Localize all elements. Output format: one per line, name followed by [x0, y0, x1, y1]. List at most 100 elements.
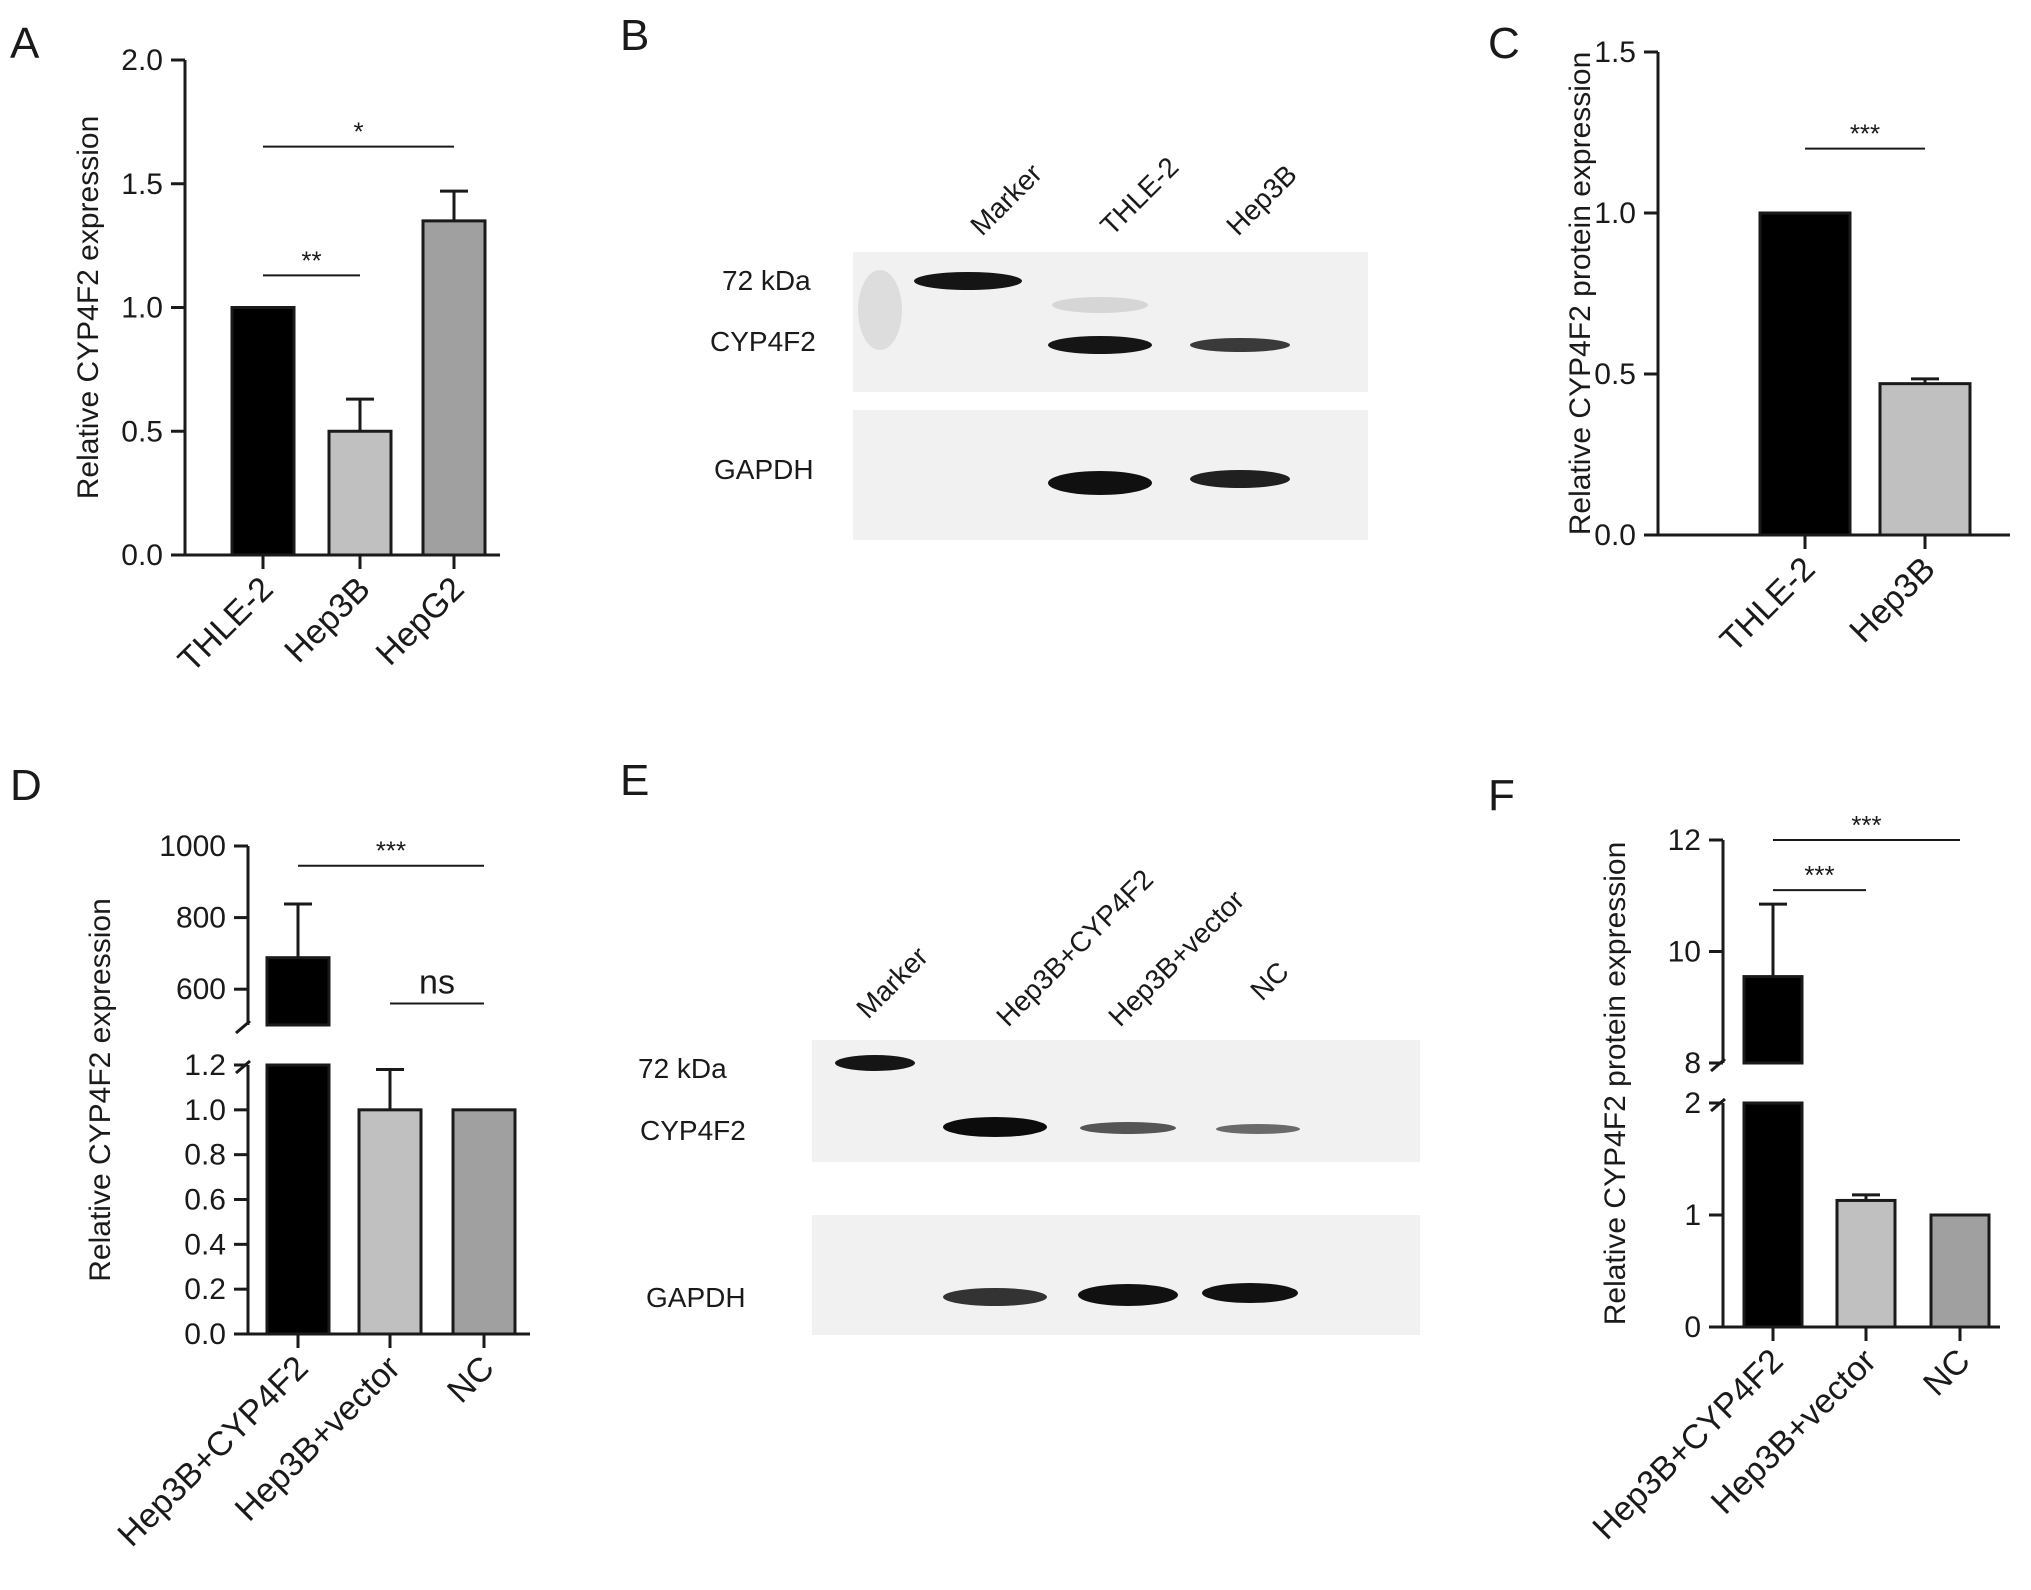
blot-e-band-gapdh-overexpr — [943, 1288, 1047, 1306]
chart-a-relative-expression: 0.00.51.01.52.0THLE-2Hep3BHepG2***Relati… — [72, 44, 500, 679]
chart-d-axis-break-mark — [235, 1059, 251, 1075]
panel-letter-b: B — [620, 11, 649, 60]
chart-d-y-tick-label: 1.2 — [184, 1049, 226, 1082]
blot-e-row-gapdh: GAPDH — [646, 1282, 746, 1313]
panel-letter-f: F — [1488, 771, 1515, 820]
chart-f-y-tick-label: 1 — [1684, 1199, 1701, 1232]
chart-f-axis-break-mark — [1710, 1057, 1726, 1073]
blot-e-band-gapdh-vector — [1078, 1284, 1178, 1306]
bar — [1742, 1101, 1804, 1329]
blot-b-smear — [858, 270, 902, 350]
chart-c-y-axis-label: Relative CYP4F2 protein expression — [1564, 52, 1597, 536]
chart-d-axis-break-mark — [235, 1019, 251, 1035]
chart-d-y-tick-label: 0.0 — [184, 1318, 226, 1351]
blot-b-band-marker — [914, 272, 1022, 290]
chart-a-y-tick-label: 0.0 — [121, 539, 163, 572]
blot-e-band-marker — [835, 1055, 915, 1071]
blot-e-marker-label: 72 kDa — [638, 1053, 727, 1084]
chart-c-y-tick-label: 1.5 — [1594, 36, 1636, 69]
chart-c-y-tick-label: 0.5 — [1594, 358, 1636, 391]
blot-b-row-gapdh: GAPDH — [714, 454, 814, 485]
chart-c-protein-expression: 0.0 0.5 1.0 1.5 THLE-2 Hep3B *** Relative CYP4F… — [1564, 36, 2010, 659]
chart-d-y-tick-label: 0.8 — [184, 1139, 226, 1172]
chart-a-y-tick-label: 1.5 — [121, 168, 163, 201]
chart-d-y-tick-label: 1000 — [159, 830, 226, 863]
chart-f-y-tick-label: 2 — [1684, 1087, 1701, 1120]
significance-label: *** — [1850, 119, 1880, 149]
blot-b-row-cyp4f2: CYP4F2 — [710, 326, 816, 357]
chart-f-x-tick-label: Hep3B+vector — [1704, 1342, 1884, 1522]
blot-e-lane-nc: NC — [1244, 956, 1295, 1007]
chart-c-x-tick-label: THLE-2 — [1713, 550, 1823, 660]
significance-label: ** — [301, 245, 321, 275]
chart-d-y-tick-label: 600 — [176, 973, 226, 1006]
blot-e-row-cyp4f2: CYP4F2 — [640, 1115, 746, 1146]
bar — [421, 219, 487, 557]
chart-f-y-tick-label: 8 — [1684, 1047, 1701, 1080]
chart-c-y-tick-label: 1.0 — [1594, 197, 1636, 230]
significance-label: *** — [376, 836, 406, 866]
chart-c-y-tick-label: 0.0 — [1594, 519, 1636, 552]
chart-f-axis-break-mark — [1710, 1097, 1726, 1113]
significance-label: *** — [1804, 860, 1834, 890]
blot-b-lane-hep3b: Hep3B — [1220, 159, 1302, 241]
chart-d-y-tick-label: 1.0 — [184, 1094, 226, 1127]
chart-d-x-tick-label: Hep3B+vector — [228, 1349, 408, 1529]
blot-e-band-gapdh-nc — [1202, 1283, 1298, 1303]
blot-b-band-faint — [1052, 297, 1148, 313]
western-blot-e: Marker Hep3B+CYP4F2 Hep3B+vector NC 72 k… — [638, 863, 1420, 1335]
panel-letter-e: E — [620, 756, 649, 805]
significance-label: ns — [419, 964, 455, 1002]
significance-label: *** — [1851, 810, 1881, 840]
bar — [265, 956, 331, 1027]
chart-d-x-tick-label: NC — [440, 1349, 502, 1411]
blot-e-band-cyp4f2-vector — [1080, 1122, 1176, 1134]
blot-b-band-gapdh-thle2 — [1048, 471, 1152, 495]
bar — [357, 1108, 423, 1336]
chart-a-y-tick-label: 2.0 — [121, 44, 163, 77]
chart-d-y-tick-label: 0.4 — [184, 1228, 226, 1261]
blot-e-lane-marker: Marker — [850, 941, 934, 1025]
chart-a-x-tick-label: HepG2 — [369, 570, 472, 673]
bar — [230, 306, 296, 557]
bar — [265, 1063, 331, 1336]
panel-letter-a: A — [10, 19, 40, 68]
bar — [451, 1108, 517, 1336]
blot-e-membrane-top — [812, 1040, 1420, 1162]
significance-label: * — [353, 117, 363, 147]
blot-b-band-gapdh-hep3b — [1190, 470, 1290, 488]
chart-a-x-tick-label: Hep3B — [277, 570, 377, 670]
bar — [1742, 975, 1804, 1065]
chart-d-y-tick-label: 800 — [176, 902, 226, 935]
blot-b-band-cyp4f2-thle2 — [1048, 336, 1152, 354]
chart-c-x-tick-label: Hep3B — [1842, 550, 1942, 650]
chart-f-x-tick-label: NC — [1916, 1342, 1978, 1404]
chart-d-y-axis-label: Relative CYP4F2 expression — [84, 898, 117, 1282]
chart-f-y-tick-label: 12 — [1668, 824, 1701, 857]
blot-e-membrane-bottom — [812, 1215, 1420, 1335]
blot-b-membrane-top — [853, 252, 1368, 392]
chart-f-y-axis-label: Relative CYP4F2 protein expression — [1599, 842, 1632, 1326]
panel-letter-d: D — [10, 761, 42, 810]
chart-a-y-tick-label: 0.5 — [121, 415, 163, 448]
chart-a-x-tick-label: THLE-2 — [171, 570, 281, 680]
chart-a-y-axis-label: Relative CYP4F2 expression — [72, 116, 105, 500]
bar — [1835, 1198, 1897, 1329]
blot-b-lane-marker: Marker — [964, 158, 1048, 242]
blot-e-band-cyp4f2-nc — [1216, 1124, 1300, 1134]
bar — [1878, 382, 1972, 537]
blot-b-band-cyp4f2-hep3b — [1190, 338, 1290, 352]
chart-f-y-tick-label: 10 — [1668, 936, 1701, 969]
bar — [327, 429, 393, 557]
chart-f-y-tick-label: 0 — [1684, 1311, 1701, 1344]
bar — [1929, 1213, 1991, 1329]
chart-d-y-tick-label: 0.6 — [184, 1184, 226, 1217]
blot-e-band-cyp4f2-overexpr — [943, 1117, 1047, 1137]
chart-a-y-tick-label: 1.0 — [121, 292, 163, 325]
blot-b-marker-label: 72 kDa — [722, 265, 811, 296]
western-blot-b: Marker THLE-2 Hep3B 72 kDa CYP4F2 GAPDH — [710, 151, 1368, 540]
bar — [1758, 211, 1852, 537]
panel-letter-c: C — [1488, 19, 1520, 68]
